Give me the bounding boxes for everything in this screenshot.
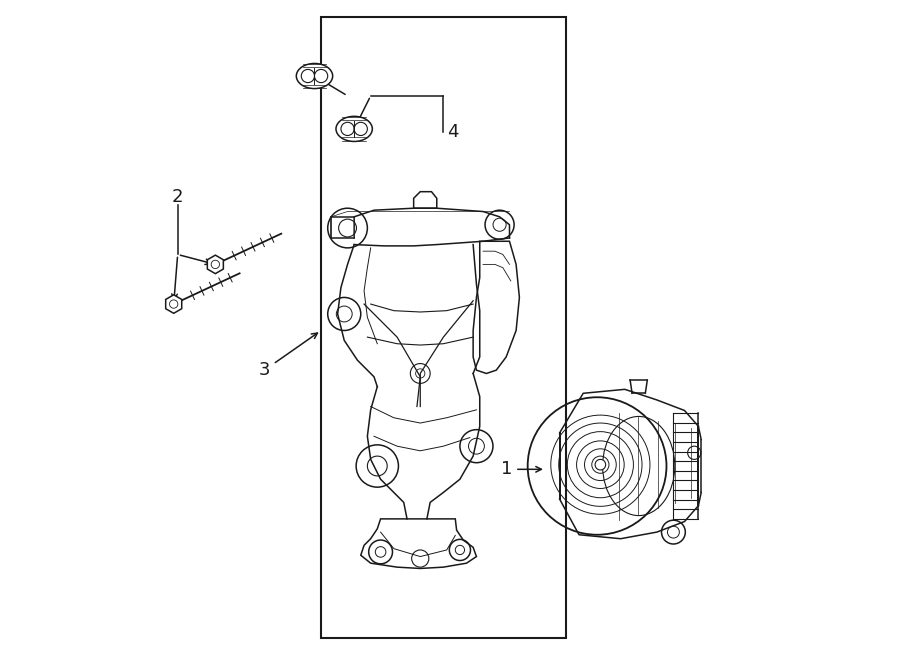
Text: 2: 2	[172, 188, 184, 206]
Circle shape	[314, 69, 328, 83]
Ellipse shape	[296, 63, 333, 89]
Text: 3: 3	[258, 333, 318, 379]
Polygon shape	[207, 255, 223, 274]
Circle shape	[341, 122, 355, 136]
Bar	[321, 17, 566, 638]
Circle shape	[595, 459, 606, 470]
Ellipse shape	[336, 116, 373, 141]
Polygon shape	[166, 295, 182, 313]
Circle shape	[302, 69, 314, 83]
Text: 4: 4	[446, 123, 458, 141]
Circle shape	[355, 122, 367, 136]
Text: 1: 1	[500, 460, 542, 479]
